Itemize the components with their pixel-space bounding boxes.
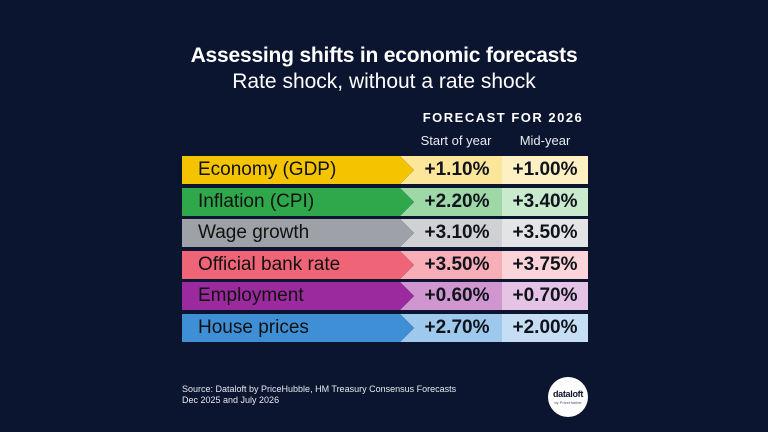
row-label: House prices bbox=[198, 317, 309, 338]
row-label-cell: Inflation (CPI) bbox=[182, 188, 414, 216]
row-label-cell: Official bank rate bbox=[182, 251, 414, 279]
mid-year-value: +3.50% bbox=[502, 219, 588, 247]
table-row: +3.10% +3.50% Wage growth bbox=[182, 219, 588, 247]
column-header-mid-year: Mid-year bbox=[519, 133, 571, 148]
mid-year-value: +1.00% bbox=[502, 156, 588, 184]
table-row: +0.60% +0.70% Employment bbox=[182, 282, 588, 310]
mid-year-value: +3.40% bbox=[502, 188, 588, 216]
row-label-cell: Economy (GDP) bbox=[182, 156, 414, 184]
mid-year-value: +2.00% bbox=[502, 314, 588, 342]
column-header-start-of-year: Start of year bbox=[420, 133, 492, 148]
table-row: +1.10% +1.00% Economy (GDP) bbox=[182, 156, 588, 184]
source-line-2: Dec 2025 and July 2026 bbox=[182, 395, 280, 405]
row-label-cell: House prices bbox=[182, 314, 414, 342]
source-line-1: Source: Dataloft by PriceHubble, HM Trea… bbox=[182, 384, 457, 394]
mid-year-value: +0.70% bbox=[502, 282, 588, 310]
row-label: Employment bbox=[198, 285, 304, 306]
start-of-year-value: +0.60% bbox=[400, 282, 502, 310]
logo-tagline: by PriceHubble bbox=[554, 400, 582, 405]
row-label: Economy (GDP) bbox=[198, 159, 337, 180]
row-label: Inflation (CPI) bbox=[198, 191, 315, 212]
chart-subtitle: Rate shock, without a rate shock bbox=[232, 70, 536, 93]
table-row: +3.50% +3.75% Official bank rate bbox=[182, 251, 588, 279]
forecast-group-header: FORECAST FOR 2026 bbox=[422, 110, 584, 125]
start-of-year-value: +3.50% bbox=[400, 251, 502, 279]
start-of-year-value: +1.10% bbox=[400, 156, 502, 184]
chart-title: Assessing shifts in economic forecasts bbox=[190, 44, 578, 67]
row-label-cell: Wage growth bbox=[182, 219, 414, 247]
row-label: Official bank rate bbox=[198, 254, 341, 275]
table-row: +2.20% +3.40% Inflation (CPI) bbox=[182, 188, 588, 216]
dataloft-logo: dataloft by PriceHubble bbox=[548, 377, 588, 417]
row-label-cell: Employment bbox=[182, 282, 414, 310]
start-of-year-value: +2.20% bbox=[400, 188, 502, 216]
table-row: +2.70% +2.00% House prices bbox=[182, 314, 588, 342]
start-of-year-value: +3.10% bbox=[400, 219, 502, 247]
row-label: Wage growth bbox=[198, 222, 310, 243]
mid-year-value: +3.75% bbox=[502, 251, 588, 279]
source-note: Source: Dataloft by PriceHubble, HM Trea… bbox=[182, 384, 456, 406]
logo-wordmark: dataloft bbox=[552, 389, 584, 399]
start-of-year-value: +2.70% bbox=[400, 314, 502, 342]
